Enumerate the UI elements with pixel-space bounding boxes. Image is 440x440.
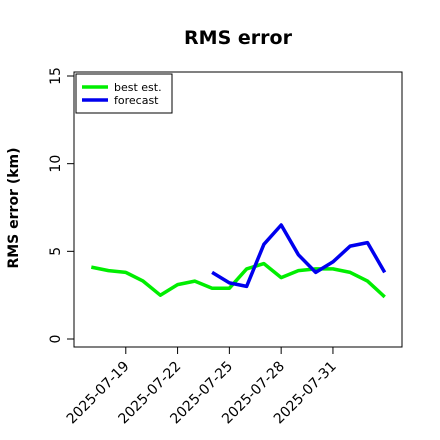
y-tick-label: 10	[48, 155, 64, 173]
y-tick-label: 5	[48, 247, 64, 256]
y-tick-label: 0	[48, 335, 64, 344]
legend-box	[75, 73, 173, 114]
legend: best est.forecast	[75, 73, 173, 114]
y-axis: 0 5 10 15	[48, 67, 74, 343]
y-axis-label: RMS error (km)	[6, 147, 22, 268]
series-layer	[90, 223, 387, 299]
x-axis: 2025-07-192025-07-222025-07-252025-07-28…	[64, 347, 340, 427]
legend-label: forecast	[114, 94, 159, 107]
chart-title: RMS error	[184, 27, 293, 49]
legend-label: best est.	[114, 81, 162, 94]
series-line-best-est	[90, 261, 386, 299]
series-line-forecast	[211, 223, 387, 289]
y-tick-label: 15	[48, 67, 64, 85]
plot-frame	[73, 71, 403, 348]
